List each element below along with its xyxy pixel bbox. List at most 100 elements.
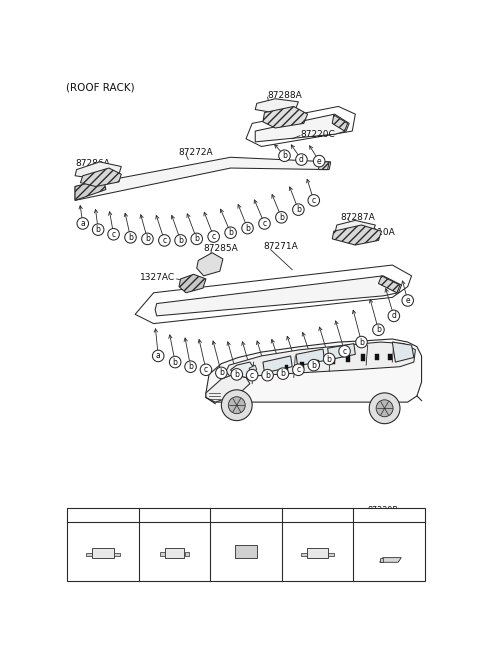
Polygon shape — [263, 106, 308, 128]
Polygon shape — [75, 157, 331, 200]
Circle shape — [108, 228, 120, 240]
Text: a: a — [72, 511, 77, 520]
Text: b: b — [145, 234, 150, 243]
Circle shape — [279, 150, 290, 161]
Text: 87232A: 87232A — [225, 511, 256, 520]
Text: 87288A: 87288A — [267, 91, 302, 100]
Polygon shape — [328, 344, 355, 359]
Circle shape — [175, 235, 186, 246]
Polygon shape — [336, 220, 375, 236]
Text: 1327AC: 1327AC — [140, 273, 175, 282]
Text: c: c — [296, 365, 300, 375]
Circle shape — [225, 227, 236, 239]
Circle shape — [141, 510, 151, 520]
Polygon shape — [75, 179, 106, 200]
Polygon shape — [263, 356, 292, 373]
Text: 87287A: 87287A — [340, 213, 375, 222]
Polygon shape — [332, 225, 382, 245]
Polygon shape — [392, 342, 414, 362]
Text: b: b — [96, 225, 101, 234]
Text: b: b — [312, 361, 316, 370]
Text: c: c — [162, 236, 167, 245]
Circle shape — [158, 235, 170, 246]
Circle shape — [77, 218, 88, 229]
Circle shape — [125, 232, 136, 243]
Text: 87210A: 87210A — [360, 228, 395, 237]
Polygon shape — [206, 375, 250, 402]
Text: 87216X: 87216X — [82, 511, 113, 520]
Text: e: e — [317, 157, 322, 165]
Polygon shape — [318, 162, 329, 170]
Polygon shape — [315, 359, 319, 366]
Polygon shape — [179, 274, 206, 293]
Circle shape — [293, 364, 304, 375]
Text: 87229B
87219B: 87229B 87219B — [368, 506, 399, 525]
Polygon shape — [226, 342, 415, 377]
Text: 87272A: 87272A — [178, 148, 213, 157]
Circle shape — [142, 233, 153, 245]
Circle shape — [339, 346, 350, 357]
Circle shape — [308, 359, 320, 371]
Text: e: e — [358, 511, 362, 520]
Circle shape — [293, 204, 304, 215]
Polygon shape — [86, 553, 92, 556]
Text: b: b — [376, 325, 381, 335]
Circle shape — [200, 364, 212, 375]
Text: b: b — [128, 233, 133, 242]
Polygon shape — [375, 354, 379, 359]
Polygon shape — [332, 115, 348, 131]
Polygon shape — [230, 362, 255, 377]
Text: d: d — [391, 312, 396, 320]
Circle shape — [246, 369, 258, 381]
Circle shape — [388, 310, 400, 321]
Text: b: b — [327, 354, 332, 363]
Circle shape — [369, 393, 400, 424]
Circle shape — [228, 397, 245, 414]
Text: c: c — [215, 511, 219, 520]
Text: b: b — [228, 228, 233, 237]
Circle shape — [277, 368, 289, 379]
Circle shape — [231, 369, 242, 380]
Circle shape — [355, 510, 365, 520]
Polygon shape — [206, 339, 421, 402]
Polygon shape — [285, 365, 288, 371]
Circle shape — [376, 400, 393, 417]
Polygon shape — [81, 168, 121, 186]
Circle shape — [262, 369, 273, 381]
Circle shape — [324, 353, 335, 365]
Polygon shape — [346, 356, 350, 362]
Polygon shape — [361, 354, 365, 361]
Text: c: c — [312, 196, 316, 205]
Polygon shape — [92, 548, 114, 558]
Polygon shape — [255, 114, 349, 142]
Polygon shape — [249, 365, 257, 373]
Text: 87214G: 87214G — [154, 511, 185, 520]
Circle shape — [212, 510, 222, 520]
Polygon shape — [296, 349, 324, 366]
Polygon shape — [328, 553, 335, 556]
Circle shape — [185, 361, 196, 373]
Text: b: b — [280, 369, 286, 378]
Text: 87271A: 87271A — [263, 242, 298, 251]
Polygon shape — [380, 558, 383, 562]
Text: c: c — [250, 371, 254, 380]
Polygon shape — [165, 548, 184, 558]
Text: c: c — [204, 365, 208, 375]
Polygon shape — [300, 553, 307, 556]
Polygon shape — [155, 276, 402, 316]
Text: b: b — [144, 511, 148, 520]
Circle shape — [92, 224, 104, 236]
Text: b: b — [194, 234, 199, 243]
Text: b: b — [245, 224, 250, 233]
Text: e: e — [406, 296, 410, 305]
Circle shape — [169, 356, 181, 368]
Text: b: b — [279, 213, 284, 222]
Text: c: c — [343, 347, 347, 356]
Circle shape — [356, 337, 367, 348]
Text: c: c — [263, 219, 266, 228]
Polygon shape — [331, 358, 335, 363]
Text: a: a — [80, 219, 85, 228]
Polygon shape — [380, 558, 401, 562]
Text: c: c — [212, 232, 216, 241]
Circle shape — [372, 324, 384, 335]
